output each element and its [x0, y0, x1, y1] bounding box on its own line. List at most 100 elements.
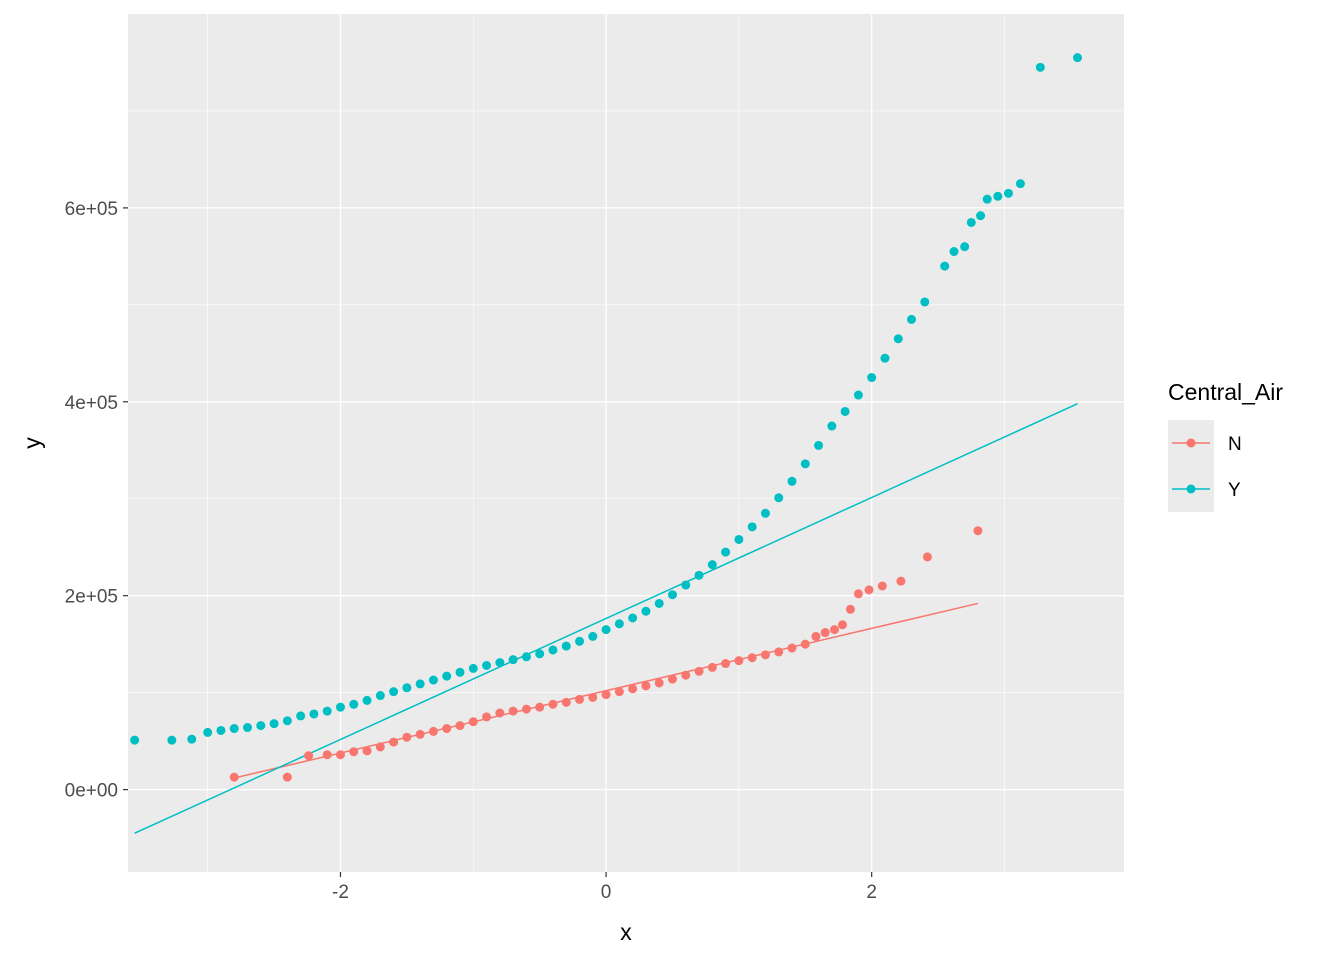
point-y	[982, 194, 992, 204]
reference-line-y	[134, 403, 1078, 834]
point-n	[721, 659, 731, 669]
point-y	[521, 652, 531, 662]
point-n	[482, 712, 492, 722]
point-y	[389, 687, 399, 697]
point-n	[282, 772, 292, 782]
point-n	[588, 692, 598, 702]
point-y	[415, 679, 425, 689]
axis-ticks	[123, 207, 873, 877]
point-y	[216, 725, 226, 735]
point-y	[335, 702, 345, 712]
point-y	[130, 735, 140, 745]
point-y	[601, 625, 611, 635]
point-y	[907, 314, 917, 324]
point-y	[774, 493, 784, 503]
point-y	[495, 658, 505, 668]
plot-panel	[128, 14, 1124, 872]
point-n	[760, 650, 770, 660]
point-y	[282, 716, 292, 726]
point-n	[349, 747, 359, 757]
legend-key-point-n	[1186, 438, 1196, 448]
point-n	[896, 576, 906, 586]
point-y	[734, 534, 744, 544]
legend-key-point-y	[1186, 484, 1196, 494]
point-y	[1015, 179, 1025, 189]
point-n	[877, 581, 887, 591]
point-y	[840, 406, 850, 416]
point-y	[229, 724, 239, 734]
point-y	[349, 699, 359, 709]
point-y	[920, 297, 930, 307]
y-tick-label: 6e+05	[65, 199, 118, 220]
point-y	[1073, 53, 1083, 63]
y-tick-label: 2e+05	[65, 587, 118, 608]
point-y	[747, 522, 757, 532]
point-n	[800, 639, 810, 649]
point-y	[880, 353, 890, 363]
point-n	[734, 656, 744, 666]
point-y	[654, 598, 664, 608]
point-y	[468, 663, 478, 673]
point-y	[203, 727, 213, 737]
point-y	[721, 547, 731, 557]
point-y	[309, 709, 319, 719]
point-y	[960, 242, 970, 252]
point-n	[521, 704, 531, 714]
point-y	[375, 691, 385, 701]
point-n	[667, 674, 677, 684]
point-n	[468, 717, 478, 727]
point-y	[442, 671, 452, 681]
point-y	[482, 660, 492, 670]
point-y	[800, 459, 810, 469]
point-y	[940, 261, 950, 271]
point-y	[628, 613, 638, 623]
point-n	[304, 751, 314, 761]
point-n	[455, 721, 465, 731]
point-n	[641, 681, 651, 691]
point-n	[561, 697, 571, 707]
point-n	[402, 732, 412, 742]
x-tick-label: 0	[601, 882, 612, 903]
point-y	[548, 645, 558, 655]
point-n	[535, 702, 545, 712]
data-points	[130, 53, 1083, 782]
point-n	[973, 526, 983, 536]
point-y	[614, 619, 624, 629]
point-n	[548, 699, 558, 709]
point-y	[187, 734, 197, 744]
point-n	[362, 746, 372, 756]
point-n	[694, 666, 704, 676]
point-y	[760, 508, 770, 518]
y-tick-label: 0e+00	[65, 781, 118, 802]
point-n	[837, 620, 847, 630]
point-y	[575, 636, 585, 646]
point-n	[922, 552, 932, 562]
point-y	[362, 695, 372, 705]
point-n	[229, 772, 239, 782]
point-n	[628, 684, 638, 694]
point-y	[296, 711, 306, 721]
point-n	[811, 631, 821, 641]
point-y	[243, 723, 253, 733]
y-tick-label: 4e+05	[65, 393, 118, 414]
point-n	[442, 724, 452, 734]
point-y	[561, 641, 571, 651]
point-y	[853, 390, 863, 400]
point-n	[322, 750, 332, 760]
point-n	[575, 694, 585, 704]
point-y	[535, 649, 545, 659]
point-y	[269, 719, 279, 729]
point-n	[774, 647, 784, 657]
point-y	[949, 247, 959, 257]
point-y	[867, 373, 877, 383]
point-n	[820, 628, 830, 638]
point-y	[402, 683, 412, 693]
legend-label-n: N	[1228, 434, 1242, 455]
point-y	[707, 560, 717, 570]
tick-labels: -2 0 2 0e+00 2e+05 4e+05 6e+05	[65, 199, 877, 903]
point-n	[829, 625, 839, 635]
point-n	[428, 726, 438, 736]
point-y	[787, 476, 797, 486]
point-y	[588, 631, 598, 641]
